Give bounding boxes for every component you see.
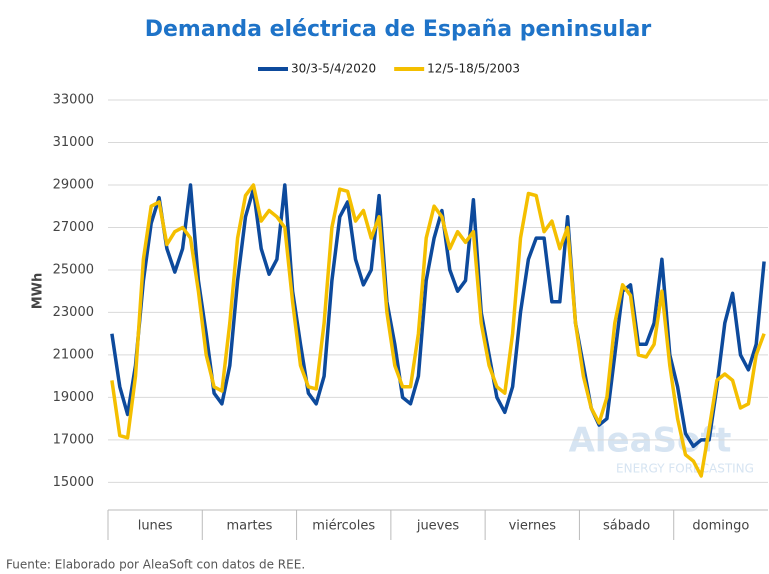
y-tick-label: 31000 xyxy=(53,135,94,150)
x-tick-label: jueves xyxy=(416,519,460,534)
x-tick-label: sábado xyxy=(603,519,650,534)
y-tick-label: 21000 xyxy=(53,347,94,362)
x-tick-label: viernes xyxy=(509,519,557,534)
series-line xyxy=(110,183,766,478)
series-line xyxy=(110,183,766,449)
x-tick-label: lunes xyxy=(138,519,173,534)
legend-label: 30/3-5/4/2020 xyxy=(291,62,376,76)
x-tick-label: domingo xyxy=(692,519,749,534)
y-tick-label: 23000 xyxy=(53,305,94,320)
legend-label: 12/5-18/5/2003 xyxy=(427,62,520,76)
y-tick-label: 17000 xyxy=(53,432,94,447)
x-tick-label: miércoles xyxy=(312,519,375,534)
y-tick-label: 19000 xyxy=(53,390,94,405)
watermark-sub: ENERGY FORECASTING xyxy=(616,462,754,476)
y-tick-label: 25000 xyxy=(53,262,94,277)
y-tick-label: 29000 xyxy=(53,177,94,192)
source-note: Fuente: Elaborado por AleaSoft con datos… xyxy=(6,558,305,572)
y-tick-label: 33000 xyxy=(53,93,94,108)
chart-title: Demanda eléctrica de España peninsular xyxy=(145,17,652,42)
y-tick-label: 27000 xyxy=(53,220,94,235)
y-axis-label: MWh xyxy=(31,273,46,310)
y-tick-label: 15000 xyxy=(53,475,94,490)
x-tick-label: martes xyxy=(227,519,273,534)
